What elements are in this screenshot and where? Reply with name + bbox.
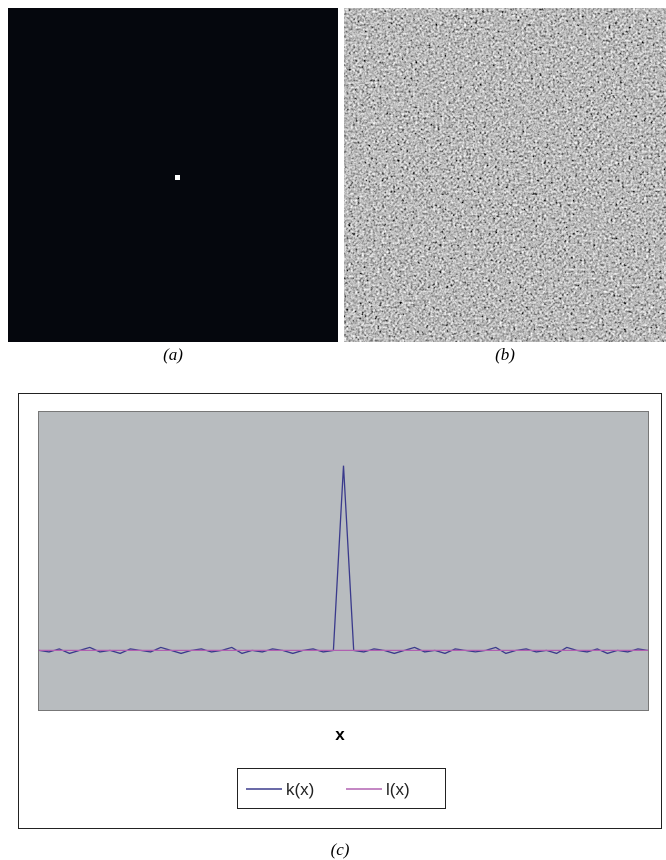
caption-b: (b) <box>495 345 515 364</box>
spot <box>175 175 180 180</box>
panel-b-image <box>344 8 666 342</box>
caption-a: (a) <box>163 345 183 364</box>
plot-area <box>38 411 649 711</box>
legend-label: l(x) <box>386 780 410 799</box>
panel-a-image <box>8 8 338 342</box>
caption-c: (c) <box>331 840 350 859</box>
legend-label: k(x) <box>286 780 314 799</box>
x-axis-label: x <box>335 725 345 744</box>
